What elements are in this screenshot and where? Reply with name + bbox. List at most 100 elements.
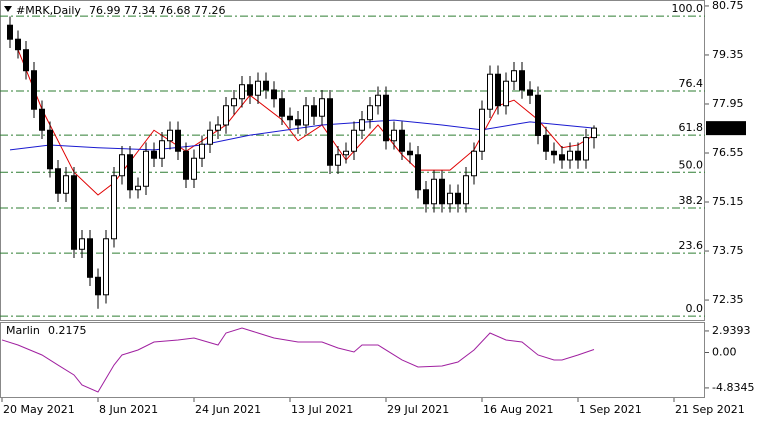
y-tick-label: 2.9393: [712, 324, 751, 337]
candle-body: [471, 150, 477, 177]
price-box: [706, 121, 746, 136]
indicator-title: Marlin: [6, 324, 40, 337]
candle-body: [111, 175, 117, 240]
candle-body: [71, 175, 77, 250]
candle-body: [447, 192, 453, 205]
x-tick-label: 16 Aug 2021: [483, 403, 553, 416]
candle-body: [63, 175, 69, 194]
candle-body: [487, 73, 493, 110]
chart-title: #MRK,Daily: [16, 4, 81, 17]
y-tick-label: 76.55: [712, 146, 744, 159]
indicator-line: [1, 327, 595, 393]
high-value: 77.34: [124, 4, 156, 17]
price-label: 77.26: [710, 121, 742, 134]
candle-body: [151, 150, 157, 159]
candle-body: [583, 137, 589, 161]
candle-body: [543, 134, 549, 152]
candle-body: [479, 108, 485, 152]
level-label: 38.2: [679, 194, 704, 207]
candle-body: [375, 94, 381, 107]
candle-body: [119, 154, 125, 177]
y-tick-label: 75.15: [712, 195, 744, 208]
menu-triangle: [4, 6, 12, 12]
candle-body: [191, 157, 197, 180]
y-tick-label: 0.00: [712, 345, 737, 358]
candle-body: [527, 89, 533, 96]
candle-body: [335, 154, 341, 166]
y-tick-label: 73.75: [712, 244, 744, 257]
candle-body: [255, 80, 261, 96]
y-tick-label: 79.35: [712, 48, 744, 61]
candle-body: [239, 84, 245, 100]
candle-body: [223, 105, 229, 126]
candle-body: [343, 150, 349, 156]
candle-body: [199, 143, 205, 159]
candle-body: [15, 38, 21, 51]
open-value: 76.99: [89, 4, 121, 17]
candle-body: [215, 124, 221, 131]
candle-body: [127, 154, 133, 191]
y-tick-label: 77.95: [712, 97, 744, 110]
candle-body: [591, 127, 597, 139]
candle-body: [559, 154, 565, 161]
candle-body: [23, 49, 29, 72]
candle-body: [7, 24, 13, 40]
candle-body: [575, 150, 581, 161]
candle-body: [39, 108, 45, 131]
candle-body: [287, 115, 293, 121]
candle-body: [143, 150, 149, 187]
candle-body: [55, 168, 61, 194]
candle-body: [439, 178, 445, 205]
level-label: 50.0: [679, 158, 704, 171]
candle-body: [407, 150, 413, 156]
level-label: 76.4: [679, 77, 704, 90]
indicator-panel: [0, 322, 705, 398]
candle-body: [247, 84, 253, 96]
candle-body: [79, 238, 85, 250]
candle-body: [551, 150, 557, 156]
candle-body: [431, 178, 437, 205]
candle-body: [95, 276, 101, 296]
candle-body: [463, 175, 469, 205]
moving-average: [9, 119, 595, 151]
candle-body: [399, 129, 405, 152]
candle-body: [175, 129, 181, 152]
level-label: 100.0: [672, 2, 704, 15]
x-tick-label: 21 Sep 2021: [675, 403, 745, 416]
x-tick-label: 24 Jun 2021: [195, 403, 261, 416]
candle-body: [383, 94, 389, 142]
candle-body: [47, 129, 53, 170]
candle-body: [319, 98, 325, 117]
candle-body: [327, 98, 333, 166]
candle-body: [311, 105, 317, 117]
x-tick-label: 29 Jul 2021: [387, 403, 449, 416]
candle-body: [351, 129, 357, 152]
candle-body: [135, 185, 141, 191]
candle-body: [391, 129, 397, 142]
candle-body: [519, 70, 525, 91]
indicator-value: 0.2175: [48, 324, 87, 337]
level-label: 0.0: [686, 302, 704, 315]
candle-body: [103, 238, 109, 296]
candle-body: [511, 70, 517, 82]
y-tick-label: 72.35: [712, 293, 744, 306]
candle-body: [495, 73, 501, 107]
y-tick-label: -4.8345: [712, 381, 754, 394]
candle-body: [159, 140, 165, 159]
y-tick-label: 80.75: [712, 0, 744, 12]
candle-body: [503, 80, 509, 107]
x-tick-label: 20 May 2021: [3, 403, 75, 416]
candle-body: [295, 119, 301, 126]
candle-body: [183, 150, 189, 180]
candle-body: [207, 129, 213, 145]
x-tick-label: 8 Jun 2021: [99, 403, 158, 416]
low-value: 76.68: [159, 4, 191, 17]
candle-body: [303, 105, 309, 126]
x-tick-label: 1 Sep 2021: [579, 403, 642, 416]
candle-body: [279, 98, 285, 117]
close-value: 77.26: [194, 4, 226, 17]
candle-body: [231, 98, 237, 107]
candle-body: [455, 192, 461, 205]
candle-body: [423, 189, 429, 205]
